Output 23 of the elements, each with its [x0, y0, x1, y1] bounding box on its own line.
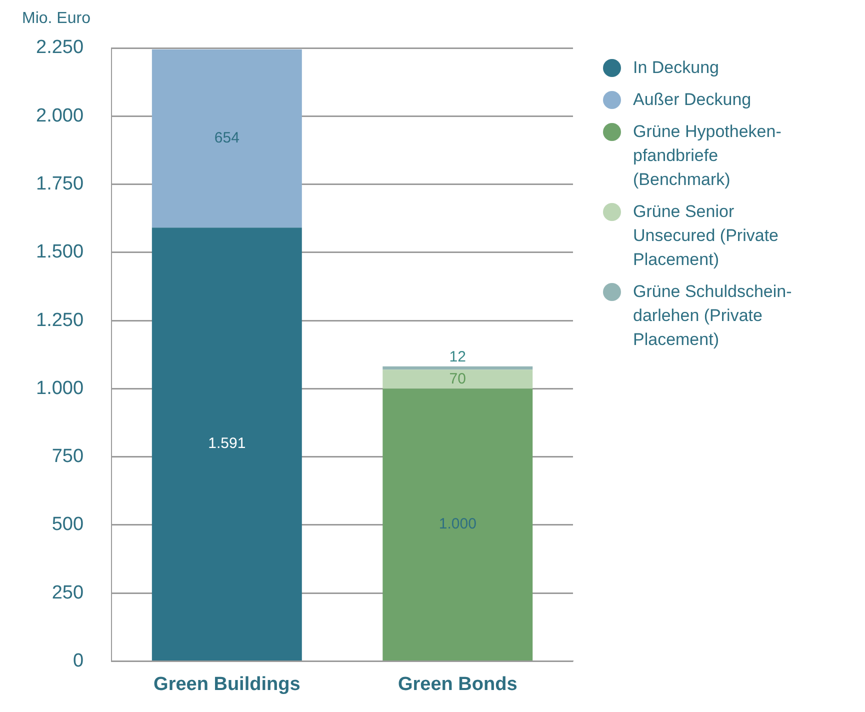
legend-label: Grüne Senior Unsecured (Private Placement) — [633, 201, 780, 271]
y-tick-label: 1.750 — [36, 174, 84, 194]
data-label: 654 — [214, 130, 240, 147]
legend-label: In Deckung — [633, 57, 719, 79]
x-tick-label: Green Bonds — [398, 674, 518, 695]
y-tick-label: 0 — [72, 650, 84, 672]
data-label: 12 — [449, 348, 466, 366]
y-tick-label: 2.250 — [36, 37, 84, 58]
y-tick-label: 2.000 — [36, 105, 84, 126]
y-tick-label: 1.000 — [36, 378, 84, 399]
y-tick-label: 500 — [52, 514, 84, 536]
legend-label: Außer Deckung — [633, 89, 752, 111]
legend-label: Grüne Hypotheken-pfandbriefe (Benchmark) — [633, 121, 782, 191]
y-axis-title: Mio. Euro — [22, 10, 90, 28]
x-tick-label: Green Buildings — [154, 674, 300, 695]
y-tick-label: 1.500 — [36, 242, 84, 263]
data-label: 1.000 — [438, 516, 476, 533]
legend-label: Grüne Schuldschein-darlehen (Private Placement) — [633, 281, 793, 351]
data-label: 70 — [449, 370, 466, 388]
y-tick-label: 1.250 — [36, 310, 84, 331]
y-tick-label: 750 — [52, 446, 84, 468]
y-tick-label: 250 — [52, 582, 84, 604]
data-label: 1.591 — [208, 435, 246, 452]
